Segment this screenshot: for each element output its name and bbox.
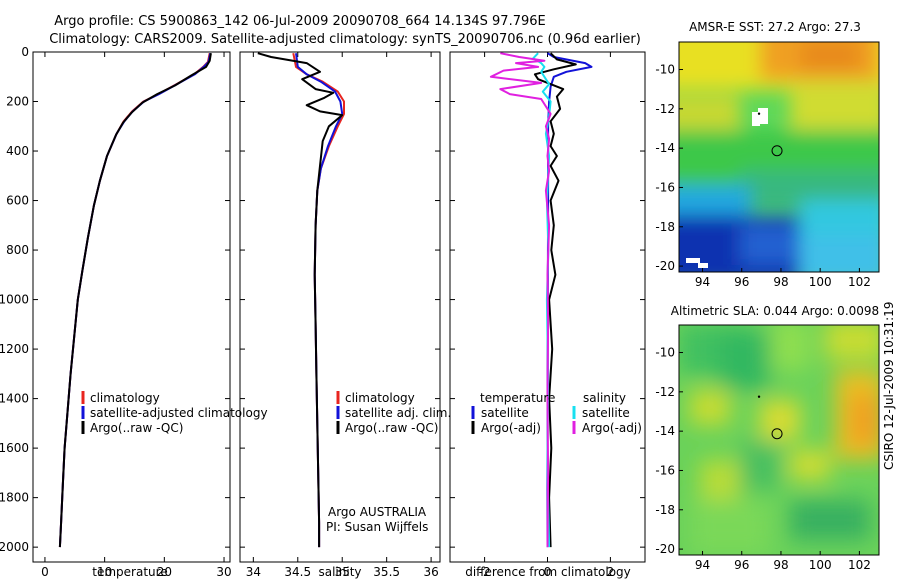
map-y-tick-label: -14	[655, 424, 675, 438]
map-y-tick-label: -12	[655, 102, 675, 116]
x-tick-label: 36	[423, 565, 438, 579]
argo-australia-label: Argo AUSTRALIA	[328, 505, 427, 519]
sst-missing-patch	[752, 112, 760, 126]
x-tick-label: 0	[544, 565, 552, 579]
map-y-tick-label: -20	[655, 259, 675, 273]
legend-label: satellite adj. clim.	[345, 406, 451, 420]
map-y-tick-label: -10	[655, 346, 675, 360]
sst-missing-patch	[686, 258, 700, 263]
x-tick-label: 34	[246, 565, 261, 579]
y-tick-label: 1000	[0, 293, 29, 307]
float-track-dot	[757, 395, 761, 398]
y-tick-label: 400	[6, 144, 29, 158]
salinity-axes	[239, 51, 441, 563]
profile-location-marker	[771, 145, 783, 157]
legend-label: Argo(-adj)	[481, 421, 541, 435]
x-tick-label: 30	[216, 565, 231, 579]
profile-location-marker	[771, 428, 783, 440]
float-track-dot	[757, 112, 761, 115]
y-tick-label: 2000	[0, 540, 29, 554]
map-y-tick-label: -10	[655, 63, 675, 77]
y-tick-label: 200	[6, 95, 29, 109]
map-x-tick-label: 96	[734, 558, 749, 572]
salinity-xlabel: salinity	[318, 565, 361, 579]
map-x-tick-label: 94	[695, 275, 710, 289]
y-tick-label: 0	[21, 45, 29, 59]
legend-header-temperature: temperature	[480, 391, 555, 405]
legend-header-salinity: salinity	[583, 391, 626, 405]
series-line-argo-raw-qc-	[257, 52, 344, 548]
map-x-tick-label: 98	[773, 275, 788, 289]
x-tick-label: 10	[97, 565, 112, 579]
map-y-tick-label: -16	[655, 180, 675, 194]
salinity-legend: climatology satellite adj. clim. Argo(..…	[336, 391, 451, 435]
sst-map-axes: 94 96 98 100 102 -10 -12 -14 -16 -18 -20	[655, 63, 870, 289]
x-tick-label: -2	[479, 565, 491, 579]
csiro-timestamp: CSIRO 12-Jul-2009 10:31:19	[882, 302, 896, 470]
difference-plot: -2 0 2	[450, 51, 645, 579]
salinity-plot: 34 34.5 35 35.5 36	[240, 51, 440, 579]
y-tick-label: 1800	[0, 491, 29, 505]
map-y-tick-label: -18	[655, 503, 675, 517]
y-tick-label: 600	[6, 194, 29, 208]
difference-legend: temperature salinity satellite Argo(-adj…	[471, 391, 642, 435]
sla-heatmap	[679, 325, 879, 555]
sst-map-frame	[678, 41, 880, 273]
sla-map-axes: 94 96 98 100 102 -10 -12 -14 -16 -18 -20	[655, 346, 870, 572]
difference-xlabel: difference from climatology	[465, 565, 631, 579]
legend-label: Argo(-adj)	[582, 421, 642, 435]
legend-label: Argo(..raw -QC)	[90, 421, 183, 435]
map-x-tick-label: 102	[848, 275, 871, 289]
series-line-temperature-argo-adj-	[533, 52, 577, 548]
temperature-plot: 0 10 20 30 0 200 400 600 800 1000 1200 1400 1600 1800…	[0, 45, 232, 579]
legend-label: climatology	[90, 391, 160, 405]
sst-map-title: AMSR-E SST: 27.2 Argo: 27.3	[689, 20, 861, 34]
map-y-tick-label: -18	[655, 220, 675, 234]
x-tick-label: 34.5	[284, 565, 311, 579]
legend-label: satellite	[582, 406, 630, 420]
sst-missing-patch	[698, 263, 708, 268]
y-tick-label: 800	[6, 243, 29, 257]
x-tick-label: 20	[157, 565, 172, 579]
legend-label: satellite-adjusted climatology	[90, 406, 268, 420]
sst-missing-patch	[758, 108, 768, 124]
series-line-satellite-adjusted-climatology	[58, 52, 212, 548]
legend-label: climatology	[345, 391, 415, 405]
sla-map-title: Altimetric SLA: 0.044 Argo: 0.0098	[671, 304, 879, 318]
map-x-tick-label: 100	[809, 275, 832, 289]
legend-label: Argo(..raw -QC)	[345, 421, 438, 435]
y-tick-label: 1600	[0, 441, 29, 455]
series-line-salinity-argo-adj-	[489, 52, 552, 548]
map-x-tick-label: 102	[848, 558, 871, 572]
sla-map-frame	[678, 324, 880, 556]
series-line-temperature-satellite	[546, 52, 593, 548]
map-x-tick-label: 100	[809, 558, 832, 572]
x-tick-label: 35.5	[373, 565, 400, 579]
y-tick-label: 1400	[0, 392, 29, 406]
legend-label: satellite	[481, 406, 529, 420]
y-tick-label: 1200	[0, 342, 29, 356]
figure-title-line2: Climatology: CARS2009. Satellite-adjuste…	[49, 32, 641, 47]
map-y-tick-label: -14	[655, 141, 675, 155]
map-x-tick-label: 98	[773, 558, 788, 572]
temperature-xlabel: temperature	[92, 565, 167, 579]
map-x-tick-label: 96	[734, 275, 749, 289]
x-tick-label: 35	[335, 565, 350, 579]
temperature-legend: climatology satellite-adjusted climatolo…	[81, 391, 268, 435]
map-y-tick-label: -20	[655, 542, 675, 556]
series-line-climatology	[58, 52, 211, 548]
figure-title-line1: Argo profile: CS 5900863_142 06-Jul-2009…	[54, 14, 545, 29]
map-y-tick-label: -12	[655, 385, 675, 399]
x-tick-label: 0	[41, 565, 49, 579]
map-y-tick-label: -16	[655, 463, 675, 477]
series-line-argo-raw-qc-	[58, 53, 212, 548]
sst-heatmap	[679, 42, 879, 272]
pi-label: PI: Susan Wijffels	[326, 520, 428, 534]
x-tick-label: 2	[607, 565, 615, 579]
map-x-tick-label: 94	[695, 558, 710, 572]
temperature-axes	[32, 51, 231, 563]
